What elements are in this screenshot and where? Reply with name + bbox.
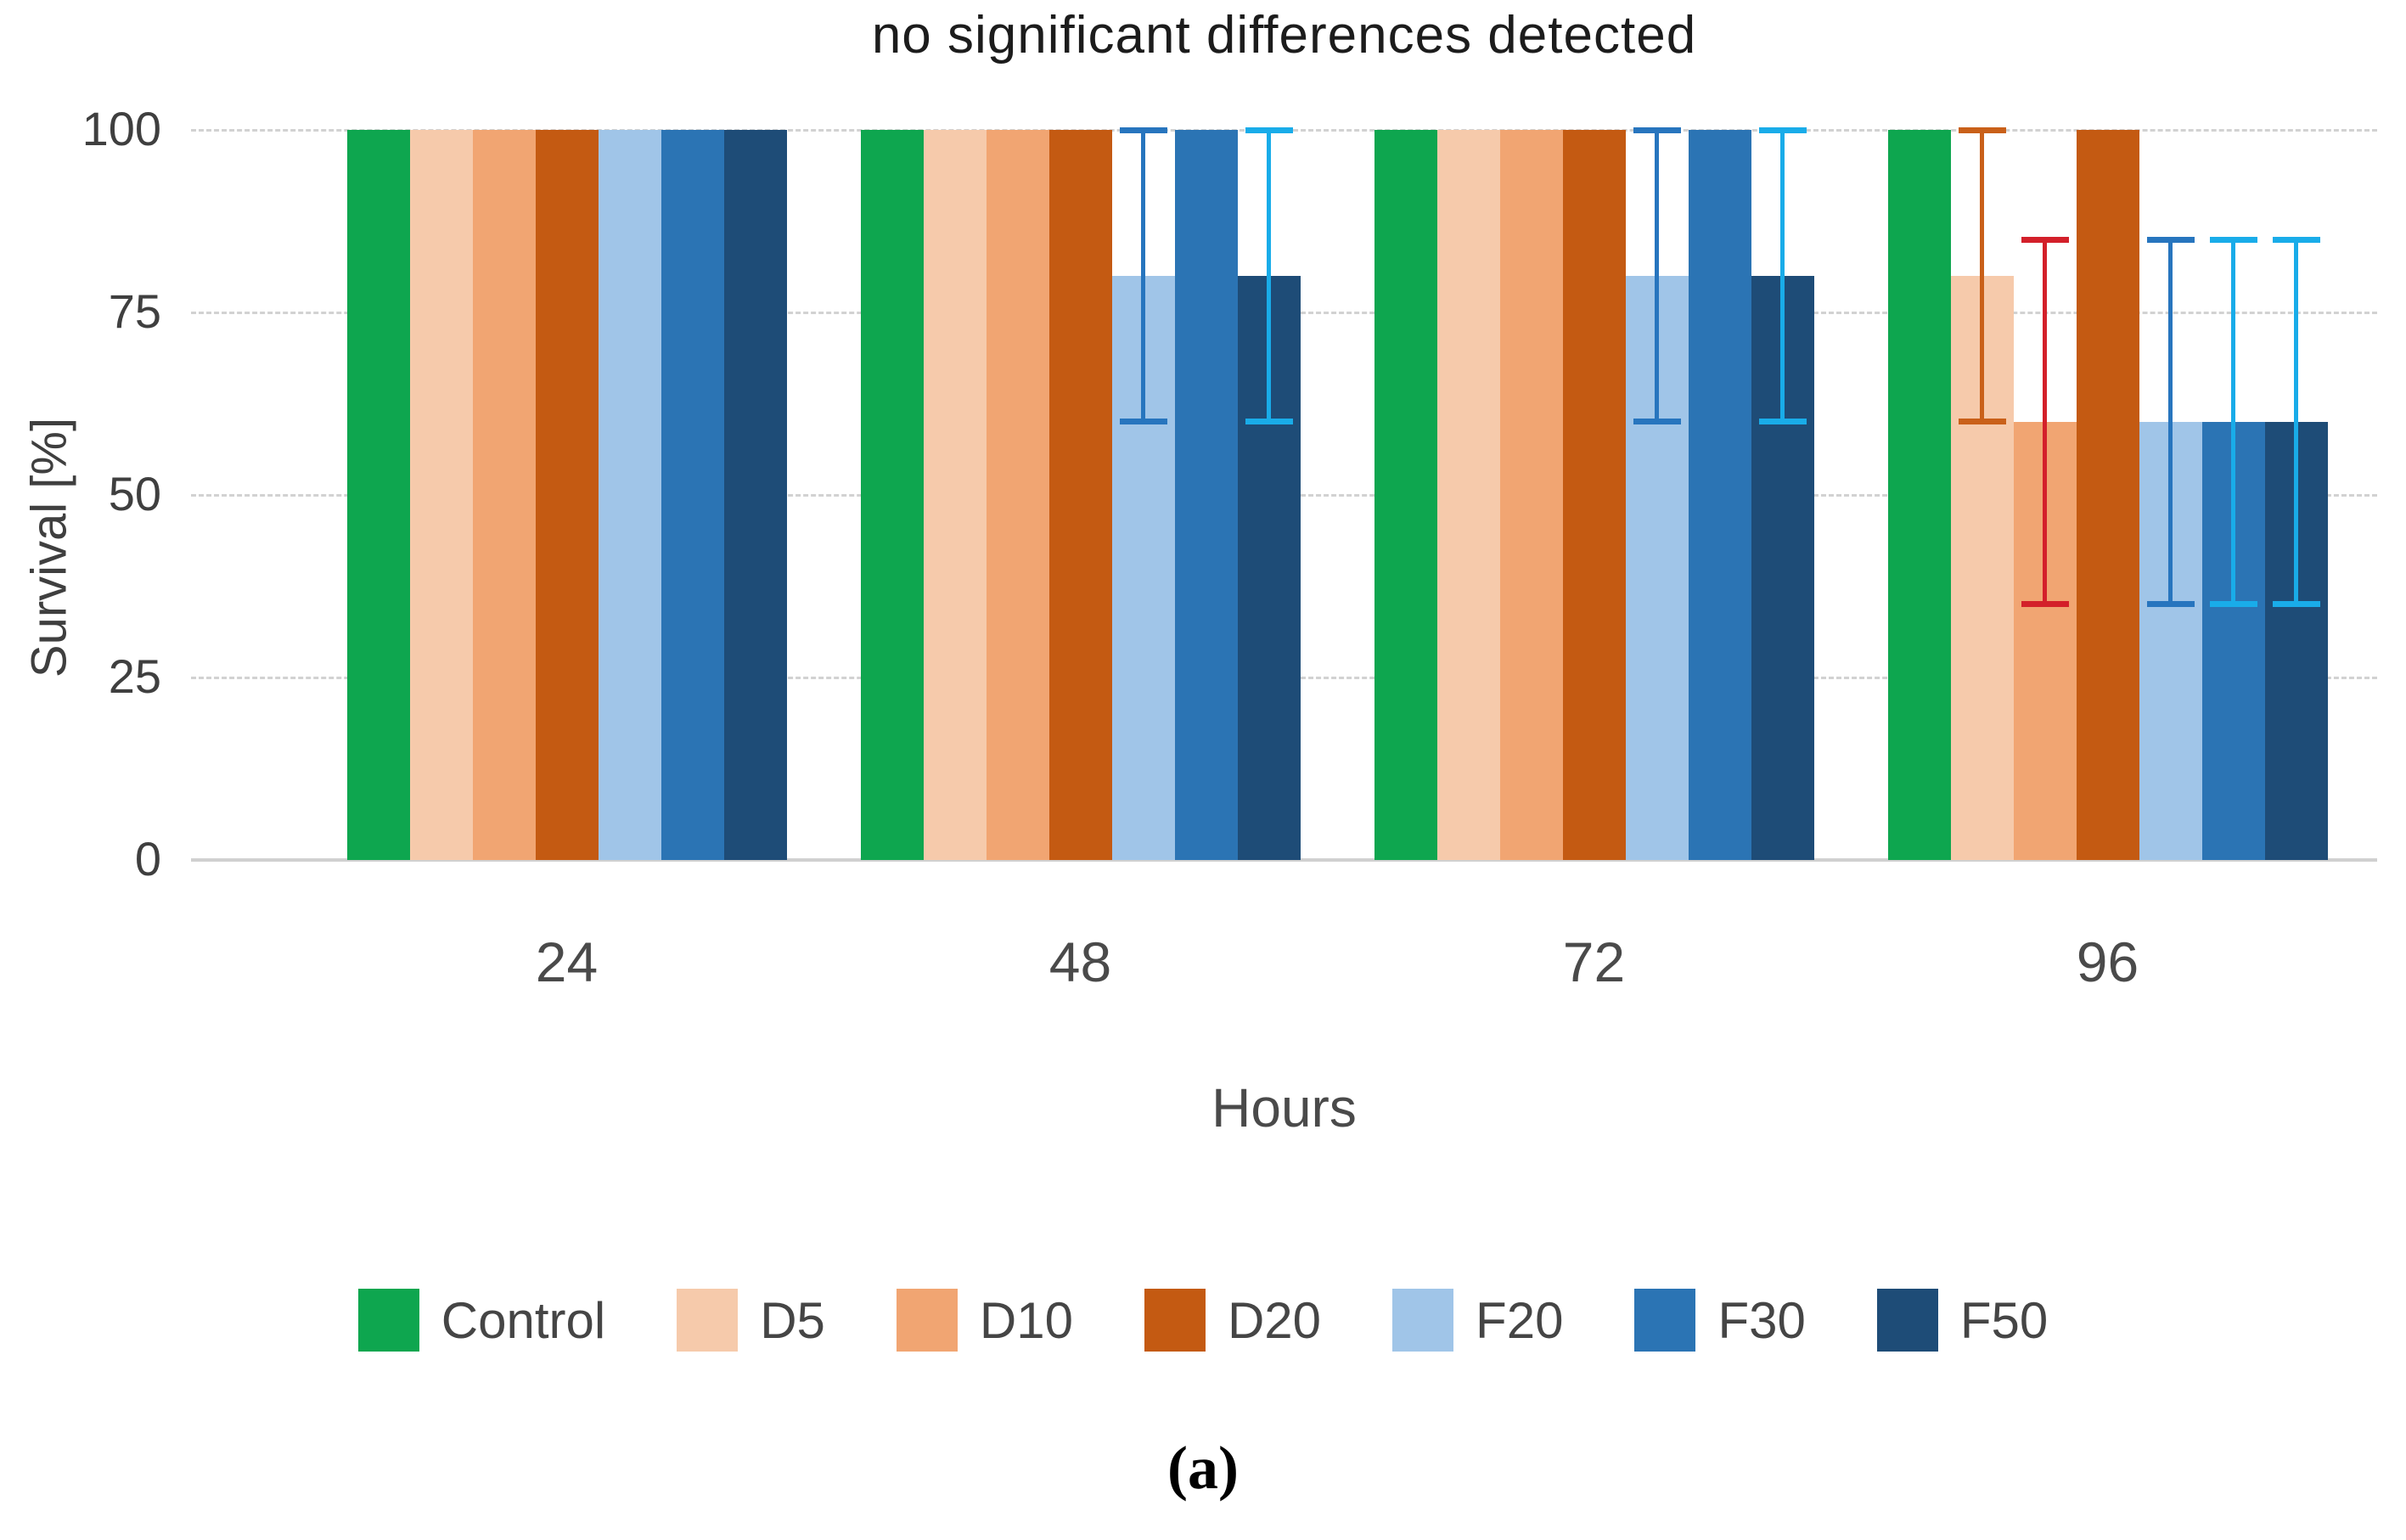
y-tick-label: 75 xyxy=(108,284,161,338)
error-bar-F20-72h xyxy=(1655,130,1659,422)
error-bar-D5-96h-top-cap xyxy=(1958,127,2006,133)
x-tick-label: 72 xyxy=(1562,930,1626,993)
legend-item-F50: F50 xyxy=(1876,1289,2049,1352)
error-bar-F50-96h-bottom-cap xyxy=(2272,601,2320,607)
chart-title: no significant differences detected xyxy=(871,6,1697,65)
error-bar-F20-72h-top-cap xyxy=(1633,127,1681,133)
legend-swatch-F20 xyxy=(1392,1289,1454,1352)
legend-item-D20: D20 xyxy=(1144,1289,1321,1352)
legend-swatch-F30 xyxy=(1634,1289,1696,1352)
bar-D20-24h xyxy=(535,130,599,860)
legend-label-F20: F20 xyxy=(1476,1291,1564,1349)
bar-Control-24h xyxy=(346,130,410,860)
error-bar-F20-48h-bottom-cap xyxy=(1119,419,1167,424)
bar-D10-72h xyxy=(1499,130,1563,860)
error-bar-F20-72h-bottom-cap xyxy=(1633,419,1681,424)
legend-swatch-F50 xyxy=(1876,1289,1938,1352)
legend-label-F30: F30 xyxy=(1717,1291,1806,1349)
x-axis-title: Hours xyxy=(1211,1077,1357,1138)
figure-caption: (a) xyxy=(1167,1434,1239,1502)
bar-D20-72h xyxy=(1562,130,1626,860)
bar-D5-24h xyxy=(409,130,473,860)
error-bar-F20-96h-bottom-cap xyxy=(2146,601,2195,607)
y-tick-label: 50 xyxy=(108,467,161,520)
error-bar-F50-48h-top-cap xyxy=(1245,127,1293,133)
x-tick-label: 96 xyxy=(2076,930,2139,993)
error-bar-F50-72h-top-cap xyxy=(1758,127,1807,133)
legend-swatch-D10 xyxy=(896,1289,958,1352)
legend-swatch-D5 xyxy=(677,1289,739,1352)
error-bar-F20-48h-top-cap xyxy=(1119,127,1167,133)
bar-Control-72h xyxy=(1374,130,1437,860)
legend: Control D5 D10 D20 F20 F30 F50 xyxy=(0,1278,2406,1363)
error-bar-F50-72h xyxy=(1780,130,1785,422)
error-bar-F50-72h-bottom-cap xyxy=(1758,419,1807,424)
bar-D20-48h xyxy=(1048,130,1112,860)
y-tick-label: 0 xyxy=(134,832,161,885)
bar-D5-72h xyxy=(1436,130,1500,860)
legend-item-Control: Control xyxy=(357,1289,606,1352)
legend-item-D10: D10 xyxy=(896,1289,1073,1352)
error-bar-D5-96h xyxy=(1980,130,1984,422)
y-tick-label: 100 xyxy=(82,102,161,155)
x-tick-label: 48 xyxy=(1048,930,1112,993)
legend-item-D5: D5 xyxy=(677,1289,825,1352)
error-bar-F30-96h xyxy=(2231,239,2235,604)
error-bar-F20-96h-top-cap xyxy=(2146,237,2195,243)
legend-swatch-D20 xyxy=(1144,1289,1206,1352)
legend-item-F20: F20 xyxy=(1392,1289,1563,1352)
x-tick-label: 24 xyxy=(535,930,599,993)
bar-F30-72h xyxy=(1688,130,1751,860)
legend-item-F30: F30 xyxy=(1634,1289,1806,1352)
bar-F30-24h xyxy=(661,130,724,860)
error-bar-F20-96h xyxy=(2168,239,2173,604)
error-bar-F50-96h-top-cap xyxy=(2272,237,2320,243)
x-axis-line xyxy=(191,858,2377,862)
bar-D20-96h xyxy=(2076,130,2139,860)
legend-label-Control: Control xyxy=(441,1291,606,1349)
bar-D10-48h xyxy=(986,130,1049,860)
legend-swatch-Control xyxy=(357,1289,419,1352)
y-tick-label: 25 xyxy=(108,649,161,703)
legend-label-D10: D10 xyxy=(979,1291,1073,1349)
error-bar-F50-48h-bottom-cap xyxy=(1245,419,1293,424)
y-axis-title: Survival [%] xyxy=(21,417,77,678)
legend-label-D5: D5 xyxy=(760,1291,825,1349)
bar-D5-48h xyxy=(923,130,987,860)
bar-Control-96h xyxy=(1887,130,1951,860)
error-bar-F50-48h xyxy=(1267,130,1271,422)
error-bar-F30-96h-top-cap xyxy=(2209,237,2257,243)
bar-F20-24h xyxy=(598,130,661,860)
error-bar-D10-96h-bottom-cap xyxy=(2021,601,2069,607)
error-bar-F50-96h xyxy=(2294,239,2298,604)
error-bar-D5-96h-bottom-cap xyxy=(1958,419,2006,424)
error-bar-F20-48h xyxy=(1141,130,1145,422)
bar-Control-48h xyxy=(860,130,924,860)
legend-label-F50: F50 xyxy=(1959,1291,2049,1349)
bar-F50-24h xyxy=(723,130,787,860)
error-bar-D10-96h xyxy=(2043,239,2047,604)
bar-D10-24h xyxy=(472,130,536,860)
plot-area xyxy=(191,127,2377,862)
bar-F30-48h xyxy=(1174,130,1238,860)
error-bar-D10-96h-top-cap xyxy=(2021,237,2069,243)
error-bar-F30-96h-bottom-cap xyxy=(2209,601,2257,607)
legend-label-D20: D20 xyxy=(1227,1291,1322,1349)
